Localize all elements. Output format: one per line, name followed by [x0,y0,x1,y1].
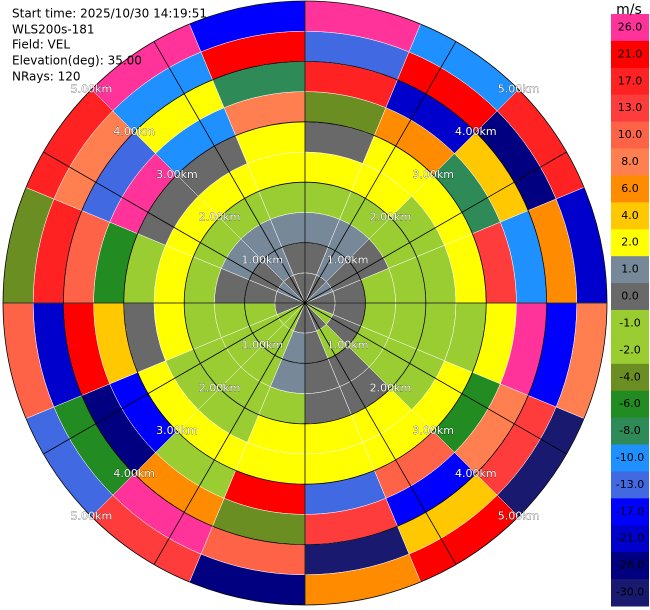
range-label: 5.00km [71,510,113,523]
colorbar-swatch [611,336,649,365]
colorbar-swatch [611,579,649,607]
colorbar-swatch [611,175,649,203]
range-ring [123,121,487,485]
colorbar-swatch [611,363,649,392]
colorbar-tick-label: -21.0 [616,532,644,545]
colorbar-tick-label: -10.0 [616,451,644,464]
range-label: 4.00km [455,125,497,138]
colorbar-swatch [611,525,649,553]
radial-line [304,41,457,304]
radial-line [304,302,567,455]
colorbar-swatch [611,229,649,257]
colorbar-tick-label: 8.0 [621,155,639,168]
radial-line [153,41,306,304]
colorbar-tick-label: 26.0 [618,20,643,33]
range-label: 5.00km [71,82,113,95]
colorbar-tick-label: -1.0 [619,316,640,329]
field: Field: VEL [12,38,70,52]
colorbar-tick-label: -8.0 [619,424,640,437]
range-label: 2.00km [370,381,412,394]
elevation: Elevation(deg): 35.00 [12,54,142,68]
colorbar-tick-label: 4.0 [621,209,639,222]
colorbar-swatch [611,148,649,176]
range-label: 4.00km [113,125,155,138]
colorbar-swatch [611,552,649,580]
velocity-field [2,0,608,606]
colorbar-swatch [611,471,649,499]
range-label: 1.00km [327,253,369,266]
colorbar-tick-label: 17.0 [618,74,643,87]
colorbar-swatch [611,40,649,69]
radial-line [304,151,567,304]
colorbar-tick-label: 6.0 [621,182,639,195]
range-label: 3.00km [412,168,454,181]
colorbar-title: m/s [616,2,642,18]
range-label: 3.00km [412,424,454,437]
colorbar-swatch [611,310,649,338]
radial-line [304,302,457,565]
colorbar-swatch [611,94,649,123]
range-label: 4.00km [113,467,155,480]
colorbar-tick-label: 1.0 [621,263,639,276]
colorbar-tick-label: -4.0 [619,370,640,383]
colorbar-swatch [611,14,649,42]
colorbar-swatch [611,202,649,230]
range-label: 1.00km [327,339,369,352]
range-label: 3.00km [156,424,198,437]
range-label: 1.00km [242,253,284,266]
colorbar-swatch [611,498,649,526]
colorbar-tick-label: 0.0 [621,290,639,303]
colorbar-swatch [611,417,649,446]
radial-line [43,151,306,304]
range-label: 2.00km [199,381,241,394]
colorbar-swatch [611,67,649,96]
info-block: Start time: 2025/10/30 14:19:51 WLS200s-… [12,7,207,84]
colorbar-swatch [611,283,649,311]
range-ring [183,181,427,425]
range-label: 1.00km [242,339,284,352]
colorbar-swatch [611,444,649,472]
range-ring [244,242,366,364]
colorbar-tick-label: -2.0 [619,343,640,356]
range-label: 2.00km [199,211,241,224]
colorbar-swatch [611,121,649,150]
start-time: Start time: 2025/10/30 14:19:51 [12,7,207,21]
colorbar-tick-label: 2.0 [621,236,639,249]
colorbar-tick-label: -17.0 [616,505,644,518]
colorbar-tick-label: 10.0 [618,128,643,141]
range-label: 5.00km [498,510,540,523]
colorbar-swatch [611,390,649,419]
colorbar-tick-label: -30.0 [616,586,644,599]
radial-line [153,302,306,565]
colorbar-tick-label: 13.0 [618,101,643,114]
range-ring [62,60,548,546]
instrument: WLS200s-181 [12,23,95,37]
colorbar-tick-label: -13.0 [616,478,644,491]
range-label: 4.00km [455,467,497,480]
range-label: 3.00km [156,168,198,181]
polar-grid [2,0,608,606]
range-labels: 1.00km 1.00km 1.00km 1.00km 2.00km 2.00km 2.00… [70,82,540,523]
range-label: 2.00km [370,211,412,224]
colorbar-tick-label: 21.0 [618,47,643,60]
colorbar-tick-label: -26.0 [616,559,644,572]
range-label: 5.00km [498,82,540,95]
colorbar-tick-label: -6.0 [619,397,640,410]
colorbar-swatch [611,256,649,284]
nrays: NRays: 120 [12,70,81,84]
radial-line [43,302,306,455]
range-ring [2,0,608,606]
colorbar: 26.0 21.0 17.0 13.0 10.0 8.0 6.0 4.0 2.0 1.0 0.0 -1… [611,14,649,607]
